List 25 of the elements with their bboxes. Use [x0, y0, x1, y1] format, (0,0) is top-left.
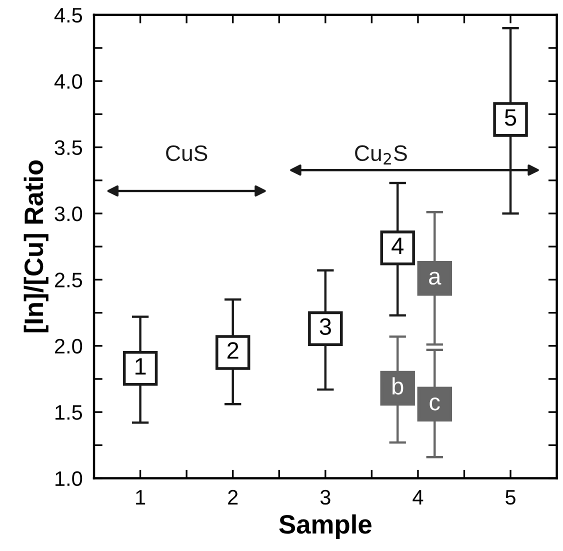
x-tick-label: 3: [320, 490, 330, 505]
x-tick-label: 2: [228, 490, 238, 504]
y-axis-title: [In]/[Cu] Ratio: [24, 160, 48, 332]
x-tick-label: 5: [506, 490, 516, 505]
annotation: b: [392, 377, 404, 395]
annotation: 3: [320, 318, 331, 335]
y-tick-label: 1.0: [56, 471, 82, 486]
x-tick-label: 1: [136, 490, 146, 504]
y-tick-label: 3.5: [54, 140, 82, 156]
y-tick-label: 3.0: [54, 206, 82, 222]
y-tick-label: 4.5: [54, 8, 82, 23]
annotation: 4: [392, 238, 404, 254]
y-tick-label: 4.0: [54, 74, 82, 89]
x-axis-title: Sample: [279, 514, 372, 539]
annotation: 2: [227, 342, 238, 359]
annotation: 1: [136, 358, 146, 374]
x-tick-label: 4: [412, 490, 424, 504]
annotation: c: [430, 398, 440, 410]
y-tick-label: 2.0: [55, 338, 82, 354]
annotation: Cu$_{2}$S: [355, 145, 407, 164]
annotation: 5: [504, 109, 516, 126]
annotation: CuS: [166, 145, 208, 162]
y-tick-label: 2.5: [55, 272, 82, 288]
annotation: a: [429, 272, 442, 285]
y-tick-label: 1.5: [56, 405, 82, 420]
